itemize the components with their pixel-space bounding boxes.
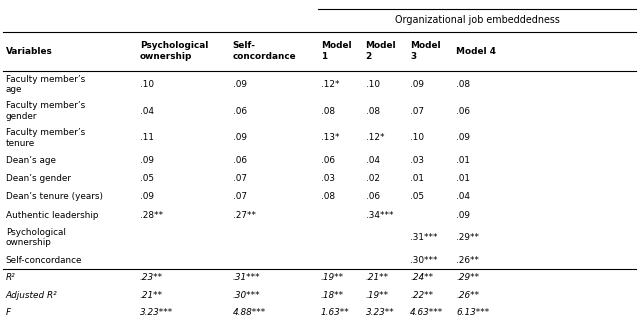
Text: .12*: .12* <box>366 133 384 142</box>
Text: .08: .08 <box>321 106 335 116</box>
Text: .09: .09 <box>233 80 247 89</box>
Text: 4.88***: 4.88*** <box>233 308 266 315</box>
Text: .09: .09 <box>456 133 470 142</box>
Text: .07: .07 <box>233 192 247 201</box>
Text: .26**: .26** <box>456 256 479 265</box>
Text: Model
1: Model 1 <box>321 42 351 61</box>
Text: 4.63***: 4.63*** <box>410 308 443 315</box>
Text: Dean’s gender: Dean’s gender <box>6 174 71 183</box>
Text: .09: .09 <box>140 192 154 201</box>
Text: .02: .02 <box>366 174 380 183</box>
Text: Model 4: Model 4 <box>456 47 497 56</box>
Text: .06: .06 <box>233 106 247 116</box>
Text: .01: .01 <box>456 174 470 183</box>
Text: .10: .10 <box>140 80 154 89</box>
Text: .31***: .31*** <box>233 273 260 283</box>
Text: .19**: .19** <box>321 273 344 283</box>
Text: .18**: .18** <box>321 291 344 300</box>
Text: .09: .09 <box>233 133 247 142</box>
Text: .06: .06 <box>321 156 335 165</box>
Text: Variables: Variables <box>6 47 52 56</box>
Text: .01: .01 <box>456 156 470 165</box>
Text: .08: .08 <box>321 192 335 201</box>
Text: .34***: .34*** <box>366 211 393 220</box>
Text: .06: .06 <box>366 192 380 201</box>
Text: .07: .07 <box>410 106 424 116</box>
Text: .26**: .26** <box>456 291 479 300</box>
Text: Model
2: Model 2 <box>366 42 396 61</box>
Text: .31***: .31*** <box>410 233 438 242</box>
Text: .29**: .29** <box>456 233 479 242</box>
Text: .12*: .12* <box>321 80 339 89</box>
Text: .09: .09 <box>410 80 424 89</box>
Text: .07: .07 <box>233 174 247 183</box>
Text: Faculty member’s
gender: Faculty member’s gender <box>6 101 85 121</box>
Text: .03: .03 <box>321 174 335 183</box>
Text: .04: .04 <box>456 192 470 201</box>
Text: .08: .08 <box>366 106 380 116</box>
Text: Model
3: Model 3 <box>410 42 441 61</box>
Text: R²: R² <box>6 273 15 283</box>
Text: .09: .09 <box>456 211 470 220</box>
Text: .06: .06 <box>456 106 470 116</box>
Text: .27**: .27** <box>233 211 256 220</box>
Text: 1.63**: 1.63** <box>321 308 350 315</box>
Text: .10: .10 <box>366 80 380 89</box>
Text: .22**: .22** <box>410 291 433 300</box>
Text: .09: .09 <box>140 156 154 165</box>
Text: 3.23**: 3.23** <box>366 308 394 315</box>
Text: .11: .11 <box>140 133 154 142</box>
Text: Self-
concordance: Self- concordance <box>233 42 296 61</box>
Text: .24**: .24** <box>410 273 433 283</box>
Text: .04: .04 <box>140 106 154 116</box>
Text: .21**: .21** <box>140 291 163 300</box>
Text: .23**: .23** <box>140 273 163 283</box>
Text: Dean’s tenure (years): Dean’s tenure (years) <box>6 192 103 201</box>
Text: Dean’s age: Dean’s age <box>6 156 56 165</box>
Text: Authentic leadership: Authentic leadership <box>6 211 98 220</box>
Text: .04: .04 <box>366 156 380 165</box>
Text: .30***: .30*** <box>410 256 438 265</box>
Text: .08: .08 <box>456 80 470 89</box>
Text: 6.13***: 6.13*** <box>456 308 489 315</box>
Text: F: F <box>6 308 11 315</box>
Text: .13*: .13* <box>321 133 339 142</box>
Text: .30***: .30*** <box>233 291 260 300</box>
Text: Faculty member’s
tenure: Faculty member’s tenure <box>6 128 85 147</box>
Text: .10: .10 <box>410 133 424 142</box>
Text: Adjusted R²: Adjusted R² <box>6 291 58 300</box>
Text: .01: .01 <box>410 174 424 183</box>
Text: Organizational job embeddedness: Organizational job embeddedness <box>394 15 560 26</box>
Text: .29**: .29** <box>456 273 479 283</box>
Text: .21**: .21** <box>366 273 389 283</box>
Text: Psychological
ownership: Psychological ownership <box>6 228 66 247</box>
Text: .05: .05 <box>410 192 424 201</box>
Text: 3.23***: 3.23*** <box>140 308 173 315</box>
Text: Psychological
ownership: Psychological ownership <box>140 42 208 61</box>
Text: Self-concordance: Self-concordance <box>6 256 82 265</box>
Text: .19**: .19** <box>366 291 389 300</box>
Text: .06: .06 <box>233 156 247 165</box>
Text: .28**: .28** <box>140 211 163 220</box>
Text: .05: .05 <box>140 174 154 183</box>
Text: Faculty member’s
age: Faculty member’s age <box>6 75 85 94</box>
Text: .03: .03 <box>410 156 424 165</box>
